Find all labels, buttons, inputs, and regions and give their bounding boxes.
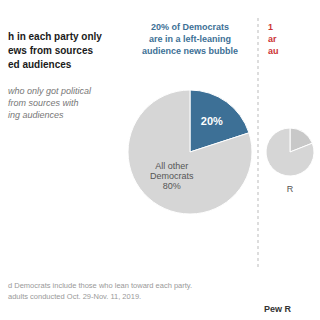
pie-title: 1 (268, 22, 273, 32)
subtitle: who only got political (8, 86, 92, 96)
title: ed audiences (8, 59, 72, 70)
data-label: 20% (201, 115, 223, 127)
pie-title: ar (268, 34, 277, 44)
footnote: adults conducted Oct. 29-Nov. 11, 2019. (8, 292, 141, 301)
footnote: d Democrats include those who lean towar… (8, 281, 192, 290)
pie-title: audience news bubble (142, 46, 238, 56)
divider (258, 18, 259, 270)
subtitle: from sources with (8, 98, 79, 108)
pie (266, 128, 314, 176)
data-label: All otherDemocrats80% (150, 161, 194, 192)
pie-title: au (268, 46, 279, 56)
title: h in each party only (8, 31, 102, 42)
pie-title: 20% of Democrats (151, 22, 229, 32)
pie-slice (266, 128, 314, 176)
annotation: R (287, 184, 294, 194)
pie-title: are in a left-leaning (149, 34, 231, 44)
pie (128, 90, 252, 214)
source-label: Pew R (264, 304, 292, 314)
chart: h in each party only ews from sources ed a… (0, 0, 320, 320)
pie-slice (128, 90, 252, 214)
subtitle: ing audiences (8, 110, 64, 120)
title: ews from sources (8, 45, 93, 56)
